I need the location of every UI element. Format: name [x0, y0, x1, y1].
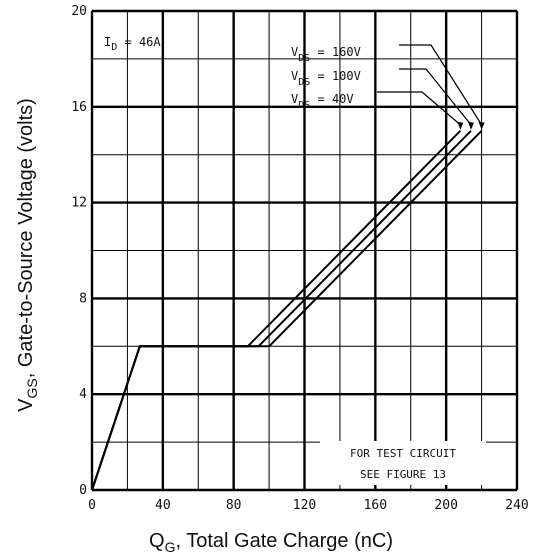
- x-tick-label-200: 200: [434, 498, 457, 513]
- leader-arrow-2: [457, 121, 464, 130]
- leader-line-1: [399, 68, 472, 126]
- drain-current-annotation: ID = 46A: [104, 35, 161, 53]
- y-tick-label-12: 12: [71, 196, 87, 211]
- y-tick-label-8: 8: [79, 291, 87, 306]
- y-tick-label-0: 0: [79, 483, 87, 498]
- note-line-1: FOR TEST CIRCUIT: [350, 447, 456, 460]
- leader-line-0: [399, 44, 483, 126]
- tick-labels: 0 40 80 120 160 200 240 0 4 8 12 16 20: [71, 4, 528, 513]
- series-line-100v: [91, 130, 472, 491]
- x-tick-label-160: 160: [364, 498, 387, 513]
- note-background: [320, 441, 486, 485]
- y-axis-title: VGS, Gate-to-Source Voltage (volts): [15, 98, 40, 412]
- series-line-160v: [91, 130, 483, 491]
- series-label-160v: VDS = 160V: [291, 45, 361, 64]
- x-tick-label-0: 0: [88, 498, 96, 513]
- leader-arrow-1: [467, 121, 474, 130]
- legend-leaders: [377, 44, 485, 130]
- series-label-40v: VDS = 40V: [291, 92, 354, 111]
- note-line-2: SEE FIGURE 13: [360, 468, 446, 481]
- series-layer: [91, 130, 483, 491]
- x-tick-label-240: 240: [505, 498, 528, 513]
- y-tick-label-20: 20: [71, 4, 87, 19]
- leader-arrow-0: [478, 121, 485, 130]
- x-axis-title: QG, Total Gate Charge (nC): [149, 530, 393, 555]
- leader-line-2: [377, 91, 461, 126]
- y-tick-label-4: 4: [79, 387, 87, 402]
- series-line-40v: [91, 130, 462, 491]
- y-tick-label-16: 16: [71, 100, 87, 115]
- x-tick-label-80: 80: [226, 498, 242, 513]
- series-label-100v: VDS = 100V: [291, 69, 361, 88]
- x-tick-label-40: 40: [155, 498, 171, 513]
- x-tick-label-120: 120: [293, 498, 316, 513]
